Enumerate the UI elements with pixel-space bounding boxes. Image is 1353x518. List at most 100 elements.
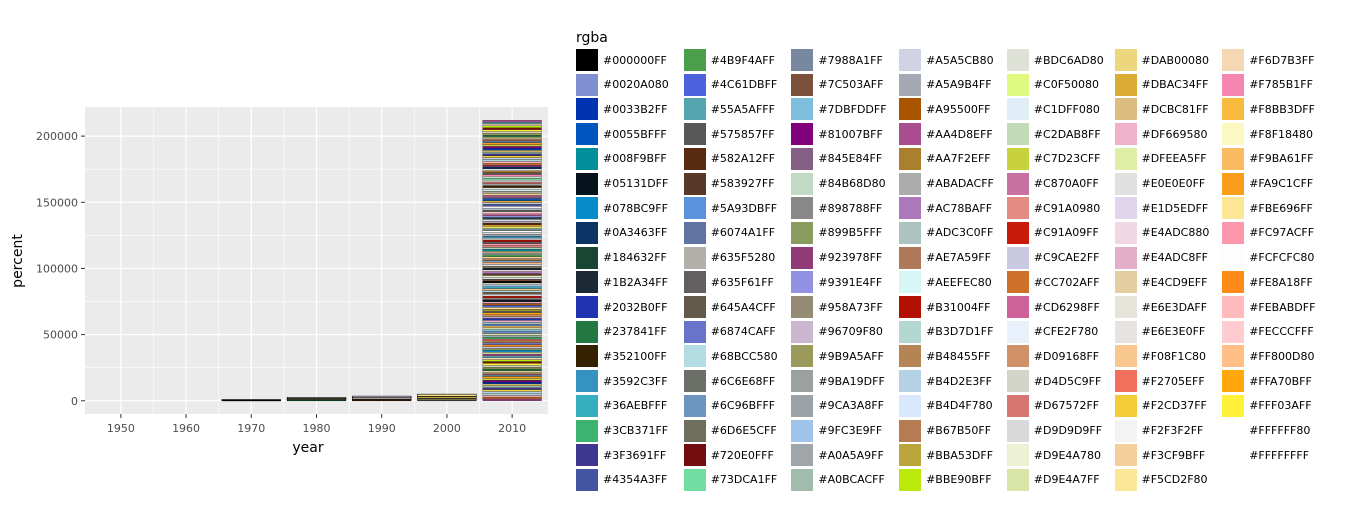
- bar-segment: [482, 350, 542, 353]
- legend-label: #96709F80: [818, 325, 883, 339]
- legend-label: #D9E4A780: [1033, 448, 1101, 462]
- bar-segment: [482, 295, 542, 299]
- legend-label: #D9D9D9FF: [1033, 424, 1103, 437]
- legend-label: #C1DFF080: [1033, 102, 1100, 116]
- bar-segment: [482, 131, 542, 134]
- bar-segment: [482, 164, 542, 168]
- legend-item: #FFF03AFF: [1222, 394, 1312, 417]
- legend-swatch: [1006, 468, 1029, 491]
- legend-item: #B48455FF: [899, 345, 991, 368]
- legend-item: #4B9F4AFF: [683, 49, 775, 71]
- legend-label: #AE7A59FF: [926, 251, 991, 265]
- bar-segment: [482, 178, 542, 181]
- bar-segment: [482, 322, 542, 325]
- bar-segment: [482, 129, 542, 132]
- bar-segment: [482, 144, 542, 147]
- bar-segment: [482, 254, 542, 257]
- legend-item: #3592C3FF: [576, 370, 668, 393]
- legend-item: #0055BFFF: [576, 123, 667, 146]
- legend-item: #F2705EFF: [1114, 370, 1205, 393]
- legend-swatch: [899, 49, 922, 71]
- bar-segment: [482, 280, 542, 284]
- legend-swatch: [683, 419, 706, 442]
- legend-swatch: [1114, 419, 1137, 442]
- bar-segment: [482, 174, 542, 177]
- legend-item: #BBE90BFF: [899, 468, 992, 491]
- legend-label: #FE8A18FF: [1249, 275, 1313, 289]
- bar-segment: [482, 335, 542, 338]
- bar-segment: [482, 189, 542, 192]
- legend-swatch: [576, 73, 598, 96]
- legend-label: #A95500FF: [926, 102, 991, 116]
- bar-segment: [482, 346, 542, 349]
- legend-label: #ABADACFF: [926, 177, 994, 190]
- y-axis-title: percent: [10, 234, 26, 288]
- bar-segment: [482, 318, 542, 321]
- legend-swatch: [1114, 468, 1137, 491]
- legend-label: #7C503AFF: [818, 78, 884, 92]
- x-tick-label: 1980: [303, 422, 331, 435]
- legend-item: #36AEBFFF: [576, 394, 667, 417]
- legend-label: #FFA70BFF: [1249, 374, 1312, 388]
- bar-segment: [482, 237, 542, 241]
- legend-swatch: [1114, 49, 1137, 71]
- legend-swatch: [1114, 320, 1137, 343]
- legend-label: #6C96BFFF: [710, 399, 776, 413]
- legend-label: #184632FF: [603, 251, 667, 265]
- bar-segment: [482, 146, 542, 149]
- bar-segment: [482, 312, 542, 315]
- legend-swatch: [1006, 197, 1029, 220]
- legend-label: #DBAC34FF: [1141, 78, 1209, 92]
- bar-segment: [482, 301, 542, 304]
- bar-segment: [482, 284, 542, 287]
- legend-label: #81007BFF: [818, 127, 883, 141]
- legend-swatch: [1114, 221, 1137, 244]
- x-axis-title: year: [292, 440, 323, 456]
- bar-segment: [482, 398, 542, 401]
- legend-item: #6D6E5CFF: [683, 419, 777, 442]
- legend-label: #A5A9B4FF: [926, 78, 992, 92]
- legend-item: #FECCCFFF: [1222, 320, 1314, 343]
- bar-segment: [482, 290, 542, 293]
- legend-item: #3CB371FF: [576, 419, 668, 442]
- legend-item: #84B68D80: [791, 172, 886, 195]
- legend-item: #9391E4FF: [791, 271, 882, 294]
- legend-swatch: [791, 370, 814, 393]
- bar-segment: [482, 187, 542, 190]
- legend-item: #CD6298FF: [1006, 296, 1100, 318]
- legend-swatch: [576, 296, 598, 318]
- bar-segment: [482, 260, 542, 263]
- bar-segment: [482, 206, 542, 209]
- legend-label: #3F3691FF: [603, 448, 667, 462]
- bar-1990: [352, 395, 412, 402]
- legend-swatch: [1222, 147, 1245, 170]
- legend-item: #C1DFF080: [1006, 98, 1100, 121]
- legend-item: #DBAC34FF: [1114, 73, 1209, 96]
- bar-segment: [482, 135, 542, 138]
- legend-swatch: [899, 172, 922, 195]
- bar-segment: [482, 275, 542, 278]
- legend-item: #F3CF9BFF: [1114, 444, 1205, 467]
- legend-item: #FFFFFFFF: [1222, 444, 1309, 467]
- legend-item: #A0A5A9FF: [791, 444, 884, 467]
- legend-swatch: [1222, 73, 1245, 96]
- x-tick-label: 2010: [498, 422, 526, 435]
- legend-label: #CD6298FF: [1033, 300, 1100, 314]
- legend-label: #9FC3E9FF: [818, 424, 883, 437]
- bar-segment: [482, 181, 542, 184]
- bar-segment: [482, 303, 542, 306]
- legend-swatch: [683, 271, 706, 294]
- legend-swatch: [791, 246, 814, 269]
- legend-item: #7C503AFF: [791, 73, 884, 96]
- legend-item: #AE7A59FF: [899, 246, 991, 269]
- legend-swatch: [576, 221, 598, 244]
- legend-item: #5A93DBFF: [683, 197, 777, 220]
- legend-label: #D09168FF: [1033, 349, 1100, 363]
- legend-item: #D9E4A7FF: [1006, 468, 1100, 491]
- legend-label: #7988A1FF: [818, 53, 883, 67]
- legend-swatch: [1006, 49, 1029, 71]
- bar-segment: [482, 363, 542, 366]
- bar-segment: [221, 399, 281, 401]
- legend-label: #9BA19DFF: [818, 374, 885, 388]
- legend-item: #0033B2FF: [576, 98, 667, 121]
